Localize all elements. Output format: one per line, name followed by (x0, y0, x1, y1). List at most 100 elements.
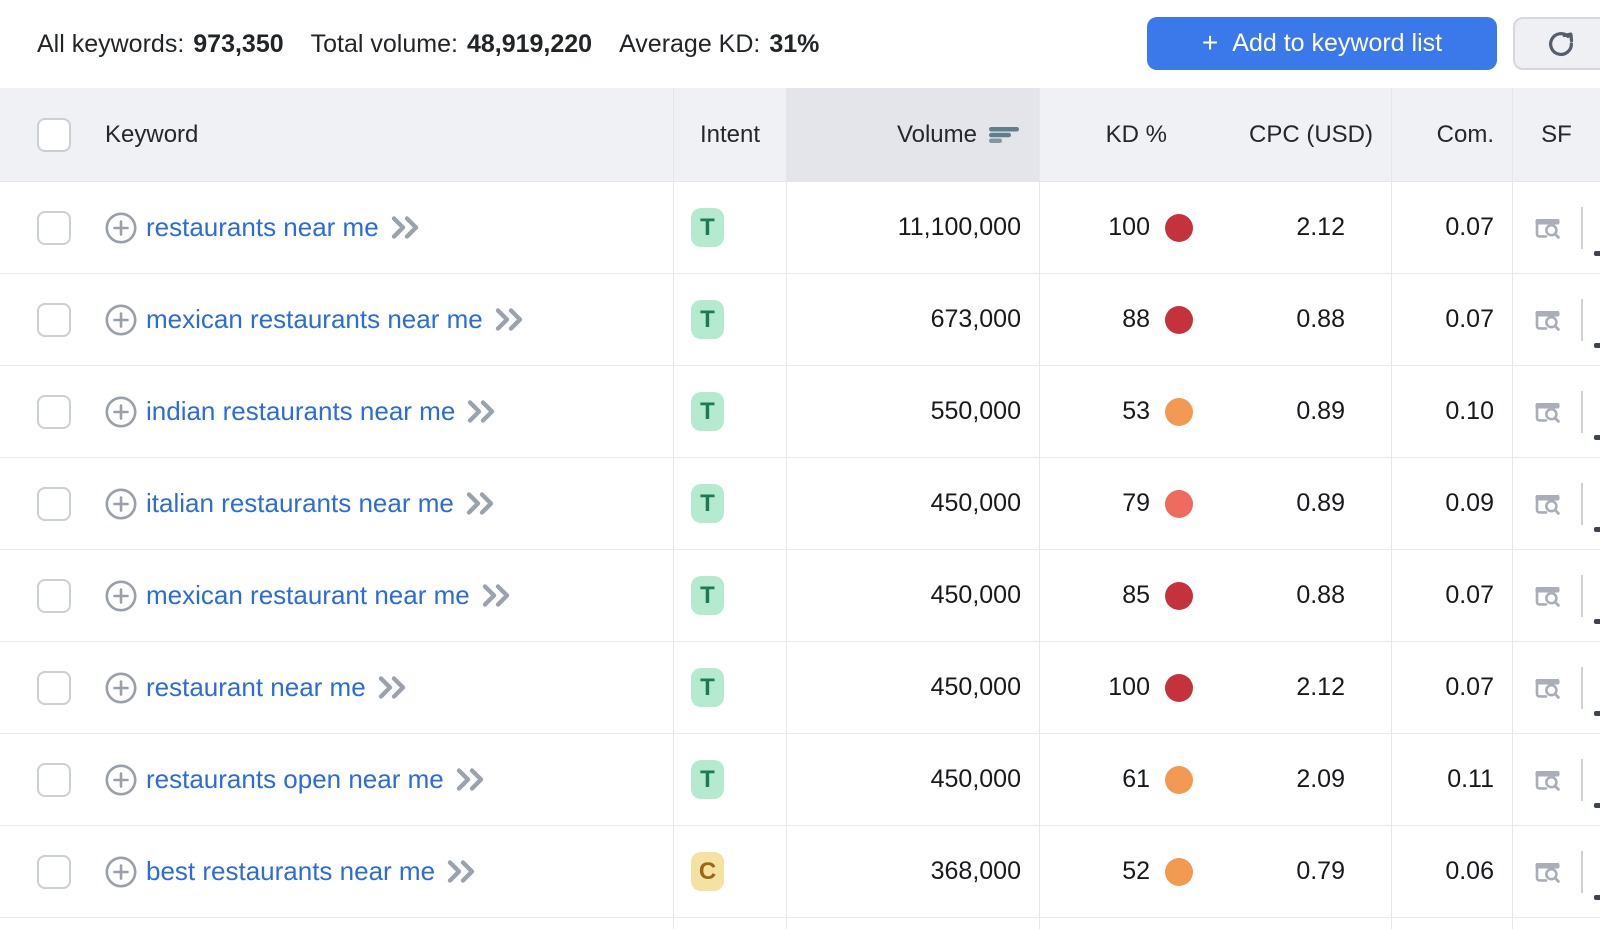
sf-cell (1512, 366, 1600, 457)
row-select-cell (0, 182, 86, 273)
keyword-cell: indian restaurants near me (86, 366, 673, 457)
kd-value: 53 (1122, 397, 1150, 425)
column-header-keyword[interactable]: Keyword (86, 88, 673, 181)
add-keyword-icon[interactable] (105, 488, 137, 520)
keyword-link[interactable]: best restaurants near me (146, 856, 436, 886)
keyword-link[interactable]: restaurants open near me (146, 764, 444, 794)
intent-cell: T (673, 642, 786, 733)
column-header-kd[interactable]: KD % (1039, 88, 1210, 181)
table-row: mexican restaurant near me T 450,000 85 … (0, 550, 1600, 642)
serp-features-icon[interactable] (1534, 860, 1561, 884)
row-checkbox[interactable] (37, 302, 71, 337)
row-checkbox[interactable] (37, 762, 71, 797)
serp-features-icon[interactable] (1534, 492, 1561, 516)
keyword-link[interactable]: restaurants near me (146, 212, 379, 242)
row-checkbox[interactable] (37, 486, 71, 521)
keyword-link[interactable]: mexican restaurant near me (146, 580, 470, 610)
double-chevron-icon[interactable] (446, 859, 477, 884)
cpc-value: 0.88 (1296, 305, 1345, 333)
stat-label: Average KD: (619, 29, 761, 58)
kd-value: 79 (1122, 489, 1150, 517)
table-header: Keyword Intent Volume KD % CPC (USD) Com… (0, 88, 1600, 182)
kd-difficulty-dot (1165, 305, 1193, 334)
add-keyword-icon[interactable] (105, 304, 137, 336)
cell-divider (1581, 850, 1583, 893)
keyword-link[interactable]: mexican restaurants near me (146, 304, 483, 334)
keyword-cell: italian restaurants near me (86, 458, 673, 549)
intent-cell: T (673, 182, 786, 273)
row-select-cell (0, 274, 86, 365)
keyword-cell: restaurants near me (86, 182, 673, 273)
header-select-cell (0, 88, 86, 181)
double-chevron-icon[interactable] (377, 675, 408, 700)
stat-value: 31% (769, 29, 820, 58)
kd-cell: 52 (1039, 826, 1210, 917)
column-label: CPC (USD) (1249, 120, 1373, 148)
double-chevron-icon[interactable] (465, 491, 496, 516)
double-chevron-icon[interactable] (455, 767, 486, 792)
cpc-value: 0.79 (1296, 857, 1345, 885)
cell-divider (1581, 758, 1583, 801)
table-row: restaurants open near me T 450,000 61 2.… (0, 734, 1600, 826)
double-chevron-icon[interactable] (466, 399, 497, 424)
stat-value: 48,919,220 (466, 29, 593, 58)
serp-features-icon[interactable] (1534, 216, 1561, 240)
column-header-intent[interactable]: Intent (673, 88, 786, 181)
column-header-cpc[interactable]: CPC (USD) (1210, 88, 1391, 181)
refresh-button[interactable] (1513, 17, 1600, 70)
add-keyword-icon[interactable] (105, 764, 137, 796)
table-row: restaurant near me T 450,000 100 2.12 0.… (0, 642, 1600, 734)
serp-features-icon[interactable] (1534, 584, 1561, 608)
com-value: 0.07 (1391, 550, 1512, 641)
double-chevron-icon[interactable] (390, 215, 421, 240)
row-checkbox[interactable] (37, 210, 71, 245)
volume-value: 550,000 (786, 366, 1039, 457)
add-keyword-icon[interactable] (105, 396, 137, 428)
kd-cell: 61 (1039, 734, 1210, 825)
kd-value: 52 (1122, 857, 1150, 885)
com-value: 0.09 (1391, 458, 1512, 549)
table-row: indian restaurants near me T 550,000 53 … (0, 366, 1600, 458)
intent-badge: C (691, 852, 724, 891)
keyword-link[interactable]: indian restaurants near me (146, 396, 456, 426)
add-keyword-icon[interactable] (105, 856, 137, 888)
row-select-cell (0, 458, 86, 549)
volume-value: 450,000 (786, 550, 1039, 641)
column-header-sf[interactable]: SF (1512, 88, 1600, 181)
intent-cell: T (673, 458, 786, 549)
keyword-link[interactable]: italian restaurants near me (146, 488, 454, 518)
column-header-volume[interactable]: Volume (786, 88, 1039, 181)
row-checkbox[interactable] (37, 394, 71, 429)
add-keyword-icon[interactable] (105, 672, 137, 704)
kd-difficulty-dot (1165, 857, 1193, 886)
volume-value: 450,000 (786, 642, 1039, 733)
row-checkbox[interactable] (37, 578, 71, 613)
keyword-link[interactable]: restaurant near me (146, 672, 366, 702)
intent-cell: T (673, 734, 786, 825)
kd-value: 85 (1122, 581, 1150, 609)
cpc-value: 0.88 (1296, 581, 1345, 609)
com-value: 0.10 (1391, 366, 1512, 457)
intent-badge: T (691, 484, 724, 523)
double-chevron-icon[interactable] (481, 583, 512, 608)
serp-features-icon[interactable] (1534, 308, 1561, 332)
cpc-value: 0.89 (1296, 489, 1345, 517)
row-select-cell (0, 550, 86, 641)
row-checkbox[interactable] (37, 854, 71, 889)
trend-partial-icon (1594, 619, 1600, 624)
serp-features-icon[interactable] (1534, 768, 1561, 792)
serp-features-icon[interactable] (1534, 400, 1561, 424)
column-header-com[interactable]: Com. (1391, 88, 1512, 181)
row-checkbox[interactable] (37, 670, 71, 705)
cpc-value: 2.09 (1296, 765, 1345, 793)
table-row-partial (0, 918, 1600, 929)
serp-features-icon[interactable] (1534, 676, 1561, 700)
add-keyword-icon[interactable] (105, 212, 137, 244)
kd-value: 61 (1122, 765, 1150, 793)
keyword-cell: best restaurants near me (86, 826, 673, 917)
double-chevron-icon[interactable] (494, 307, 525, 332)
add-keyword-icon[interactable] (105, 580, 137, 612)
keyword-cell: mexican restaurants near me (86, 274, 673, 365)
add-to-keyword-list-button[interactable]: + Add to keyword list (1147, 17, 1497, 70)
select-all-checkbox[interactable] (37, 117, 71, 152)
